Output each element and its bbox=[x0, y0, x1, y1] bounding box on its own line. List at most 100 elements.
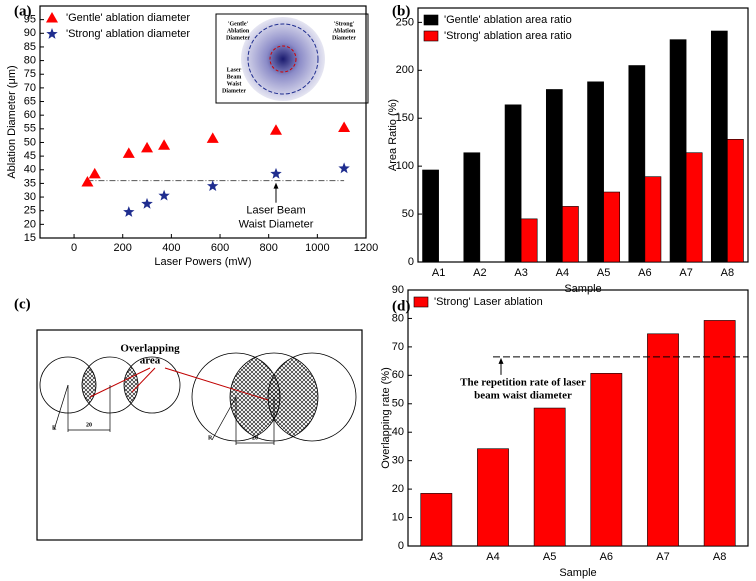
y-tick-label: 40 bbox=[24, 164, 36, 176]
y-tick-label: 60 bbox=[24, 109, 36, 121]
y-tick-label: 250 bbox=[396, 16, 414, 28]
r-label: R bbox=[52, 425, 57, 431]
x-tick-label: A4 bbox=[486, 551, 499, 563]
annotation: Waist Diameter bbox=[239, 219, 314, 231]
y-tick-label: 20 bbox=[24, 218, 36, 230]
bar bbox=[533, 407, 566, 547]
x-tick-label: A7 bbox=[656, 551, 669, 563]
bar bbox=[545, 89, 563, 263]
inset-label: Ablation bbox=[333, 28, 356, 34]
inset-label: 'Strong' bbox=[334, 21, 355, 27]
x-tick-label: 200 bbox=[114, 242, 132, 254]
x-tick-label: 0 bbox=[71, 242, 77, 254]
bar bbox=[587, 81, 604, 263]
bar bbox=[703, 320, 736, 547]
y-tick-label: 0 bbox=[398, 540, 404, 552]
x-tick-label: 1200 bbox=[354, 242, 378, 254]
annotation: The repetition rate of laser bbox=[460, 376, 586, 388]
strong-circle bbox=[269, 45, 297, 73]
inset-label: Diameter bbox=[222, 88, 246, 94]
y-tick-label: 85 bbox=[24, 41, 36, 53]
data-point bbox=[81, 176, 94, 187]
y-axis-title: Ablation Diameter (μm) bbox=[6, 65, 18, 178]
data-point bbox=[269, 124, 282, 135]
bar bbox=[669, 39, 687, 263]
x-tick-label: A6 bbox=[600, 551, 613, 563]
y-tick-label: 200 bbox=[396, 64, 414, 76]
annotation-arrowhead bbox=[273, 182, 279, 189]
y-tick-label: 80 bbox=[24, 54, 36, 66]
y-tick-label: 65 bbox=[24, 95, 36, 107]
y-tick-label: 50 bbox=[24, 136, 36, 148]
data-point bbox=[141, 197, 153, 209]
inset-label: Laser bbox=[227, 67, 242, 73]
x-tick-label: A5 bbox=[543, 551, 556, 563]
x-tick-label: 600 bbox=[211, 242, 229, 254]
y-tick-label: 150 bbox=[396, 112, 414, 124]
plot-frame bbox=[407, 289, 749, 547]
panel-label: (d) bbox=[392, 298, 410, 314]
inset-label: 'Gentle' bbox=[228, 21, 249, 27]
annotation-arrowhead bbox=[498, 357, 504, 364]
diagram-title: area bbox=[140, 355, 161, 367]
bar bbox=[504, 104, 522, 263]
x-tick-label: A1 bbox=[432, 267, 445, 279]
y-tick-label: 100 bbox=[396, 160, 414, 172]
bar bbox=[520, 218, 538, 263]
bar bbox=[603, 191, 621, 263]
y-tick-label: 30 bbox=[392, 455, 404, 467]
plot-frame bbox=[417, 7, 749, 263]
x-tick-label: A3 bbox=[430, 551, 443, 563]
x-tick-label: 400 bbox=[162, 242, 180, 254]
y-tick-label: 20 bbox=[392, 483, 404, 495]
bar bbox=[628, 65, 646, 263]
y-tick-label: 90 bbox=[392, 284, 404, 296]
legend-swatch bbox=[413, 296, 429, 308]
x-tick-label: A7 bbox=[679, 267, 692, 279]
x-axis-title: Laser Powers (mW) bbox=[154, 256, 251, 268]
bar bbox=[647, 333, 679, 547]
x-tick-label: A3 bbox=[514, 267, 527, 279]
y-tick-label: 80 bbox=[392, 312, 404, 324]
data-point bbox=[123, 206, 135, 217]
legend-label: 'Strong' Laser ablation bbox=[434, 296, 543, 308]
y-tick-label: 40 bbox=[392, 426, 404, 438]
y-tick-label: 70 bbox=[392, 341, 404, 353]
bar bbox=[727, 139, 744, 263]
plot-frame bbox=[39, 5, 367, 239]
legend-swatch bbox=[423, 14, 439, 26]
bar bbox=[685, 152, 703, 263]
x-axis-title: Sample bbox=[559, 567, 596, 579]
bar bbox=[420, 493, 453, 547]
y-tick-label: 30 bbox=[24, 191, 36, 203]
y-axis-title: Overlapping rate (%) bbox=[380, 367, 392, 469]
inset-label: Diameter bbox=[226, 35, 250, 41]
data-point bbox=[122, 147, 135, 158]
data-point bbox=[88, 167, 101, 179]
x-tick-label: A8 bbox=[721, 267, 734, 279]
x-tick-label: A2 bbox=[473, 267, 486, 279]
bar bbox=[644, 176, 662, 263]
x-tick-label: A4 bbox=[556, 267, 569, 279]
data-point bbox=[338, 162, 350, 174]
data-point bbox=[158, 189, 170, 201]
inset-label: Beam bbox=[227, 74, 242, 80]
y-tick-label: 95 bbox=[24, 14, 36, 26]
annotation: beam waist diameter bbox=[474, 389, 572, 401]
y-tick-label: 55 bbox=[24, 123, 36, 135]
diagram-frame bbox=[36, 329, 363, 541]
y-tick-label: 10 bbox=[392, 511, 404, 523]
x-tick-label: 800 bbox=[260, 242, 278, 254]
panel-label: (b) bbox=[392, 3, 410, 19]
y-tick-label: 90 bbox=[24, 27, 36, 39]
bar bbox=[710, 30, 728, 263]
legend-label: 'Gentle' ablation area ratio bbox=[444, 14, 572, 26]
y-tick-label: 35 bbox=[24, 177, 36, 189]
panel-label: (a) bbox=[14, 3, 32, 19]
dimension-label: 20 bbox=[86, 422, 92, 428]
pointer-lines bbox=[89, 367, 269, 401]
y-tick-label: 50 bbox=[392, 398, 404, 410]
data-point bbox=[338, 121, 351, 132]
data-point bbox=[141, 141, 154, 153]
